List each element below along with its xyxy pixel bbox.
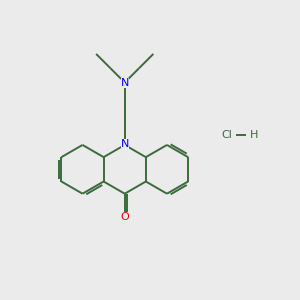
Text: N: N xyxy=(121,139,129,149)
Text: Cl: Cl xyxy=(222,130,233,140)
Text: O: O xyxy=(120,212,129,223)
Text: H: H xyxy=(250,130,258,140)
Text: N: N xyxy=(121,77,129,88)
